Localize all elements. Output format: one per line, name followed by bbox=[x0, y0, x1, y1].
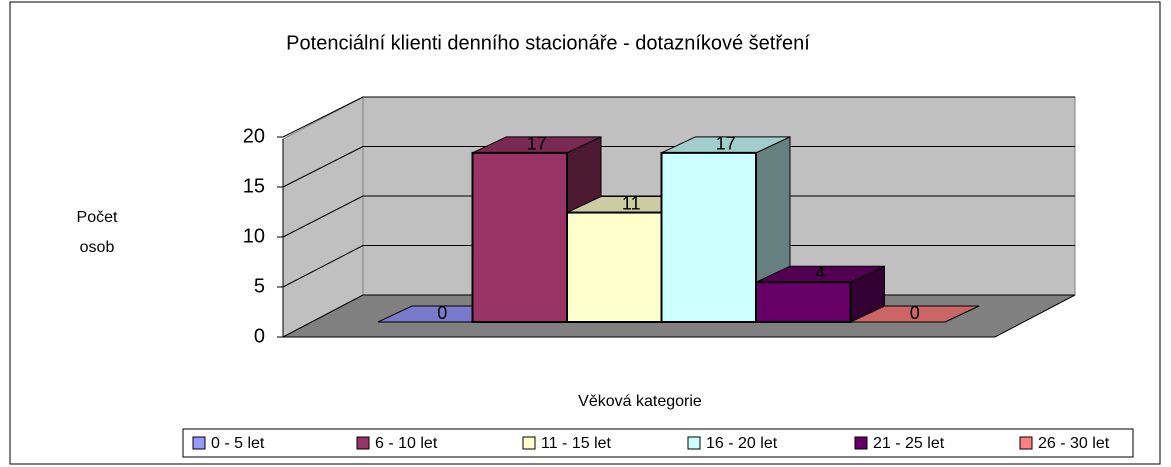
grid-line bbox=[282, 245, 364, 288]
y-tick-label: 10 bbox=[243, 225, 265, 247]
legend-label: 26 - 30 let bbox=[1038, 435, 1110, 452]
grid-line bbox=[282, 96, 364, 138]
bar bbox=[660, 151, 757, 323]
bar bbox=[755, 281, 852, 324]
legend-swatch bbox=[356, 436, 370, 450]
legend-swatch bbox=[1019, 436, 1033, 450]
legend-label: 21 - 25 let bbox=[873, 435, 945, 452]
legend bbox=[182, 428, 1134, 458]
y-tick-label: 5 bbox=[254, 275, 265, 297]
grid-line bbox=[282, 195, 364, 238]
data-label: 0 bbox=[437, 303, 447, 323]
y-tick-label: 15 bbox=[243, 175, 265, 197]
grid-line bbox=[282, 146, 364, 188]
data-label: 11 bbox=[622, 193, 641, 213]
legend-label: 0 - 5 let bbox=[211, 435, 265, 452]
bar bbox=[566, 211, 663, 323]
legend-swatch bbox=[522, 436, 536, 450]
bar-top bbox=[850, 305, 980, 323]
legend-swatch bbox=[687, 436, 701, 450]
legend-swatch bbox=[854, 436, 868, 450]
bar bbox=[471, 151, 568, 323]
y-axis-label: Počet osob bbox=[77, 209, 118, 256]
x-axis-label: Věková kategorie bbox=[578, 393, 702, 410]
chart-title: Potenciální klienti denního stacionáře -… bbox=[286, 32, 810, 54]
y-tick-label: 0 bbox=[254, 325, 265, 347]
data-label: 17 bbox=[527, 134, 547, 154]
legend-label: 11 - 15 let bbox=[541, 435, 612, 452]
data-label: 17 bbox=[716, 134, 736, 154]
data-label: 4 bbox=[815, 263, 825, 283]
data-label: 0 bbox=[910, 303, 920, 323]
legend-swatch bbox=[192, 436, 206, 450]
legend-label: 6 - 10 let bbox=[375, 435, 438, 452]
y-tick-label: 20 bbox=[243, 125, 265, 147]
legend-label: 16 - 20 let bbox=[706, 435, 778, 452]
